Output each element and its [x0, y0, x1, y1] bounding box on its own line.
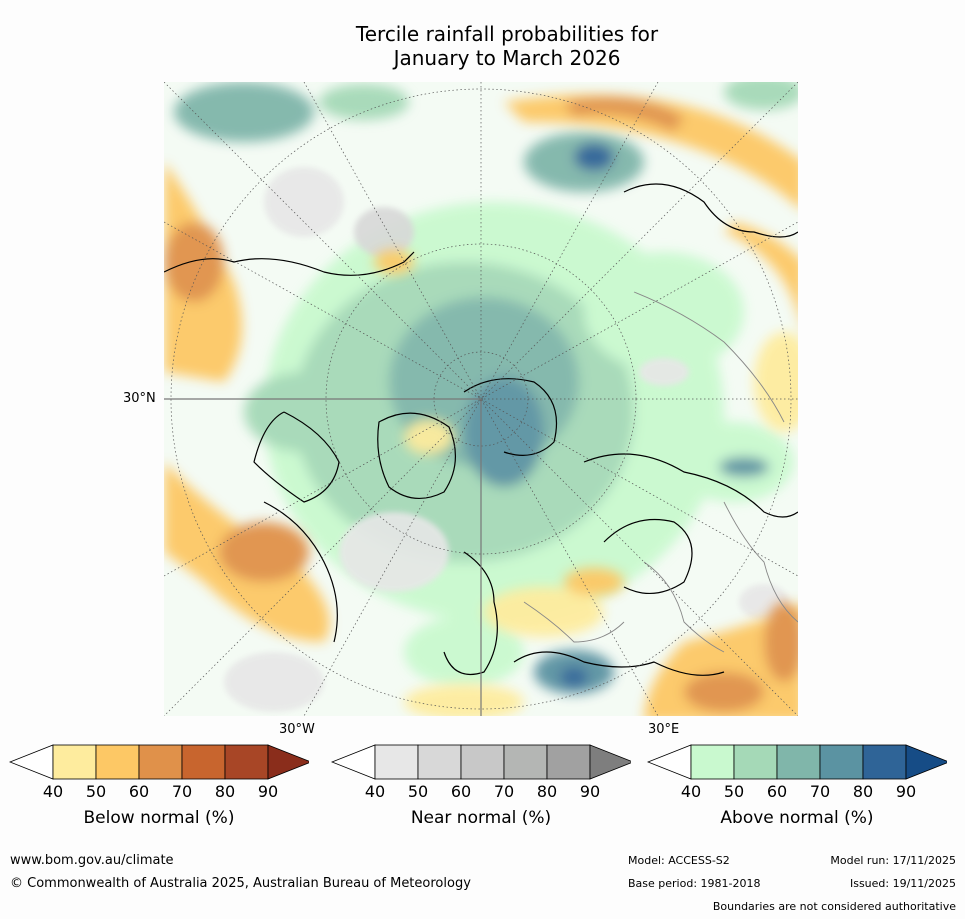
- coastlines: [164, 183, 798, 676]
- tick-label: 50: [407, 782, 429, 801]
- colorbar-segment: [862, 744, 907, 780]
- issued-text: Issued: 19/11/2025: [849, 877, 956, 890]
- graticule: [164, 82, 798, 716]
- tick-label: 50: [85, 782, 107, 801]
- colorbar-extend-low: [331, 744, 376, 780]
- tick-label: 80: [536, 782, 558, 801]
- colorbar-near-normal: [331, 744, 631, 780]
- colorbar-segment: [503, 744, 548, 780]
- tick-label: 50: [723, 782, 745, 801]
- colorbar-segment: [819, 744, 864, 780]
- prime-meridian: [164, 398, 482, 716]
- colorbar-above-normal: [647, 744, 947, 780]
- model-text: Model: ACCESS-S2: [628, 854, 730, 867]
- colorbar-segment: [690, 744, 735, 780]
- colorbar-segment: [776, 744, 821, 780]
- disclaimer-text: Boundaries are not considered authoritat…: [712, 900, 956, 913]
- map-title: Tercile rainfall probabilities for Janua…: [0, 22, 965, 70]
- copyright-text: © Commonwealth of Australia 2025, Austra…: [10, 876, 471, 891]
- tick-label: 80: [852, 782, 874, 801]
- country-boundaries: [523, 291, 798, 653]
- legend-above-normal: 40 50 60 70 80 90 Above normal (%): [647, 744, 947, 828]
- tick-label: 80: [214, 782, 236, 801]
- colorbar-extend-high: [589, 744, 631, 780]
- near-normal-regions: [224, 167, 789, 712]
- website-link[interactable]: www.bom.gov.au/climate: [10, 853, 174, 868]
- tick-label: 60: [128, 782, 150, 801]
- tick-label: 70: [171, 782, 193, 801]
- legend-title: Near normal (%): [410, 808, 552, 828]
- tick-label: 90: [895, 782, 917, 801]
- title-line-1: Tercile rainfall probabilities for: [355, 22, 659, 46]
- colorbar-extend-high: [905, 744, 947, 780]
- tick-label: 90: [257, 782, 279, 801]
- colorbar-segment: [95, 744, 140, 780]
- base-period-text: Base period: 1981-2018: [628, 877, 761, 890]
- title-line-2: January to March 2026: [393, 46, 621, 70]
- legend-below-normal: 40 50 60 70 80 90 Below normal (%): [9, 744, 309, 828]
- below-normal-regions: [164, 94, 798, 716]
- legend-near-normal: 40 50 60 70 80 90 Near normal (%): [331, 744, 631, 828]
- tick-label: 60: [450, 782, 472, 801]
- legend-title: Below normal (%): [83, 808, 235, 828]
- colorbar-segment: [374, 744, 419, 780]
- tick-label: 60: [766, 782, 788, 801]
- lon-label-30w: 30°W: [279, 722, 315, 737]
- colorbar-extend-low: [647, 744, 692, 780]
- colorbar-extend-low: [9, 744, 54, 780]
- rainfall-probability-map: [164, 82, 798, 716]
- colorbar-extend-high: [267, 744, 309, 780]
- model-run-text: Model run: 17/11/2025: [830, 854, 956, 867]
- tick-label: 70: [493, 782, 515, 801]
- colorbar-segment: [224, 744, 269, 780]
- legend-title: Above normal (%): [720, 808, 874, 828]
- colorbar-segment: [417, 744, 462, 780]
- tick-label: 40: [680, 782, 702, 801]
- colorbar-segment: [138, 744, 183, 780]
- tick-label: 40: [42, 782, 64, 801]
- tick-label: 70: [809, 782, 831, 801]
- colorbar-segment: [460, 744, 505, 780]
- colorbar-below-normal: [9, 744, 309, 780]
- lon-label-30e: 30°E: [648, 722, 680, 737]
- colorbar-segment: [52, 744, 97, 780]
- tick-label: 40: [364, 782, 386, 801]
- colorbar-segment: [181, 744, 226, 780]
- lat-label-30n: 30°N: [123, 391, 156, 406]
- colorbar-segment: [546, 744, 591, 780]
- tick-label: 90: [579, 782, 601, 801]
- colorbar-segment: [733, 744, 778, 780]
